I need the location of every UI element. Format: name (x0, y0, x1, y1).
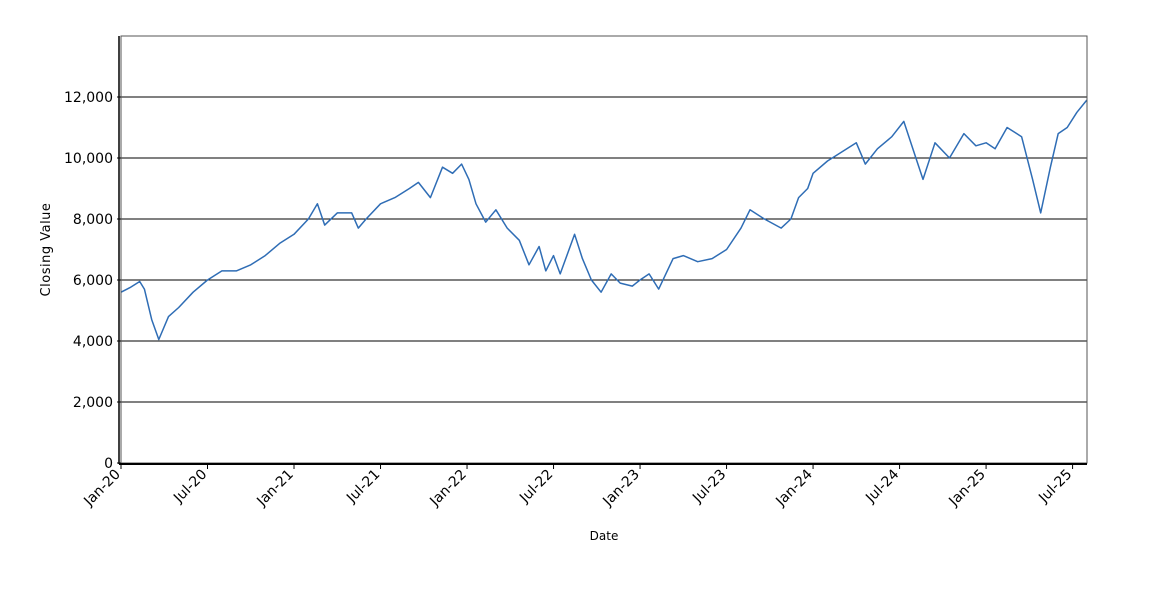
x-tick-label: Jan-24 (772, 466, 816, 510)
plot-border (120, 35, 1088, 464)
x-tick-label: Jan-22 (426, 467, 469, 510)
y-tick-label: 6,000 (73, 273, 113, 289)
y-tick-label: 10,000 (64, 151, 113, 167)
plot-frame (118, 35, 1088, 465)
gridlines (121, 96, 1087, 403)
series-layer (120, 99, 1088, 341)
x-tick-label: Jan-21 (253, 467, 296, 510)
x-axis-ticks: Jan-20 Jul-20 Jan-21 Jul-21 Jan-22 Jul-22 Jan-… (80, 464, 1075, 510)
series-line (120, 99, 1088, 341)
x-tick-label: Jul-23 (689, 467, 729, 507)
y-tick-label: 2,000 (73, 395, 113, 411)
x-axis-title: Date (590, 529, 619, 543)
y-axis-ticks: 0 2,000 4,000 6,000 8,000 10,000 12,000 (64, 90, 121, 472)
y-axis-title: Closing Value (39, 203, 54, 297)
y-tick-label: 8,000 (73, 212, 113, 228)
y-tick-label: 12,000 (64, 90, 113, 106)
y-tick-label: 4,000 (73, 334, 113, 350)
x-tick-label: Jan-25 (945, 467, 988, 510)
x-tick-label: Jul-20 (170, 467, 210, 507)
x-tick-label: Jan-20 (80, 467, 123, 510)
x-tick-label: Jan-23 (599, 467, 642, 510)
x-tick-label: Jul-21 (343, 467, 383, 507)
x-tick-label: Jul-25 (1035, 467, 1075, 507)
x-tick-label: Jul-24 (862, 466, 902, 506)
x-tick-label: Jul-22 (516, 467, 556, 507)
y-tick-label: 0 (104, 456, 113, 472)
